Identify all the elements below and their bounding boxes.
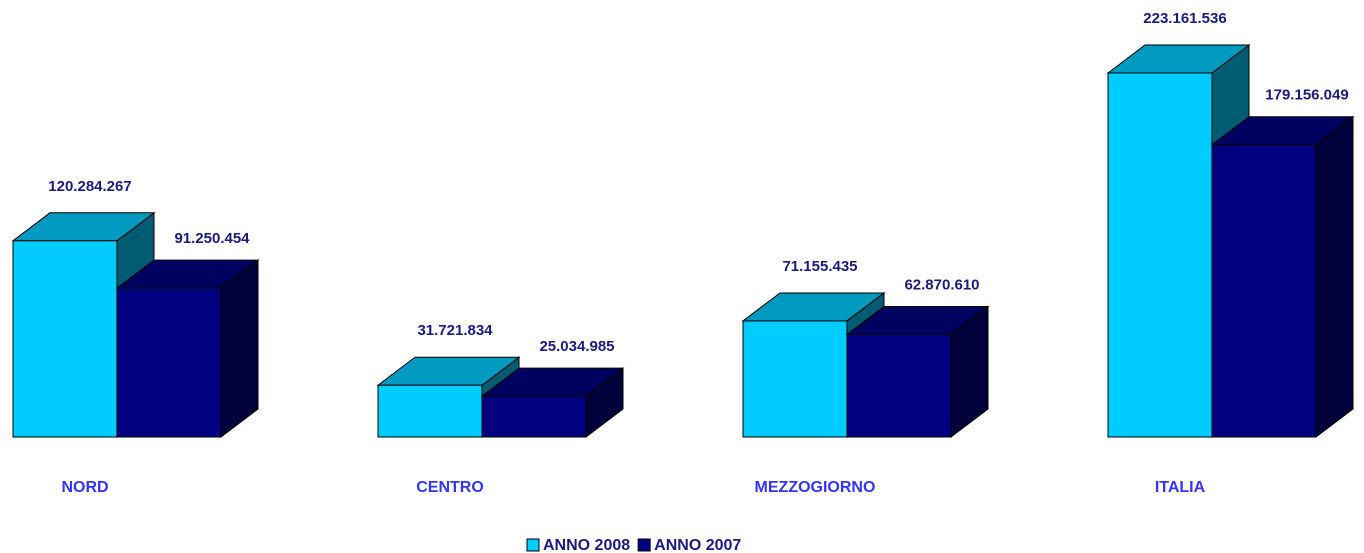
bar-front [12,240,118,438]
bar [115,259,260,439]
bar-side [1315,115,1354,439]
bar-front [116,287,222,438]
bar-front [1107,72,1213,438]
legend-label: ANNO 2008 [543,537,630,553]
value-label: 91.250.454 [174,230,250,247]
legend: ANNO 2008 ANNO 2007 [526,537,741,553]
value-label: 31.721.834 [417,322,493,339]
x-tick-label: MEZZOGIORNO [755,479,876,496]
bar [480,367,625,439]
bar-front [481,395,587,438]
x-tick-label: ITALIA [1155,479,1206,496]
x-tick-label: NORD [61,479,108,496]
bar-front [742,320,848,438]
value-label: 179.156.049 [1265,87,1348,104]
value-label: 223.161.536 [1143,10,1226,27]
bar-front [377,384,483,438]
legend-swatch [637,538,651,552]
bar [845,305,990,439]
bar [1210,115,1355,439]
legend-swatch [526,538,540,552]
value-label: 71.155.435 [782,258,857,275]
legend-label: ANNO 2007 [654,537,741,553]
bar-side [220,259,259,439]
x-tick-label: CENTRO [416,479,484,496]
bar-front [846,333,952,438]
value-label: 120.284.267 [48,178,131,195]
bar-front [1211,144,1317,438]
value-label: 25.034.985 [539,338,614,355]
value-label: 62.870.610 [904,276,979,293]
